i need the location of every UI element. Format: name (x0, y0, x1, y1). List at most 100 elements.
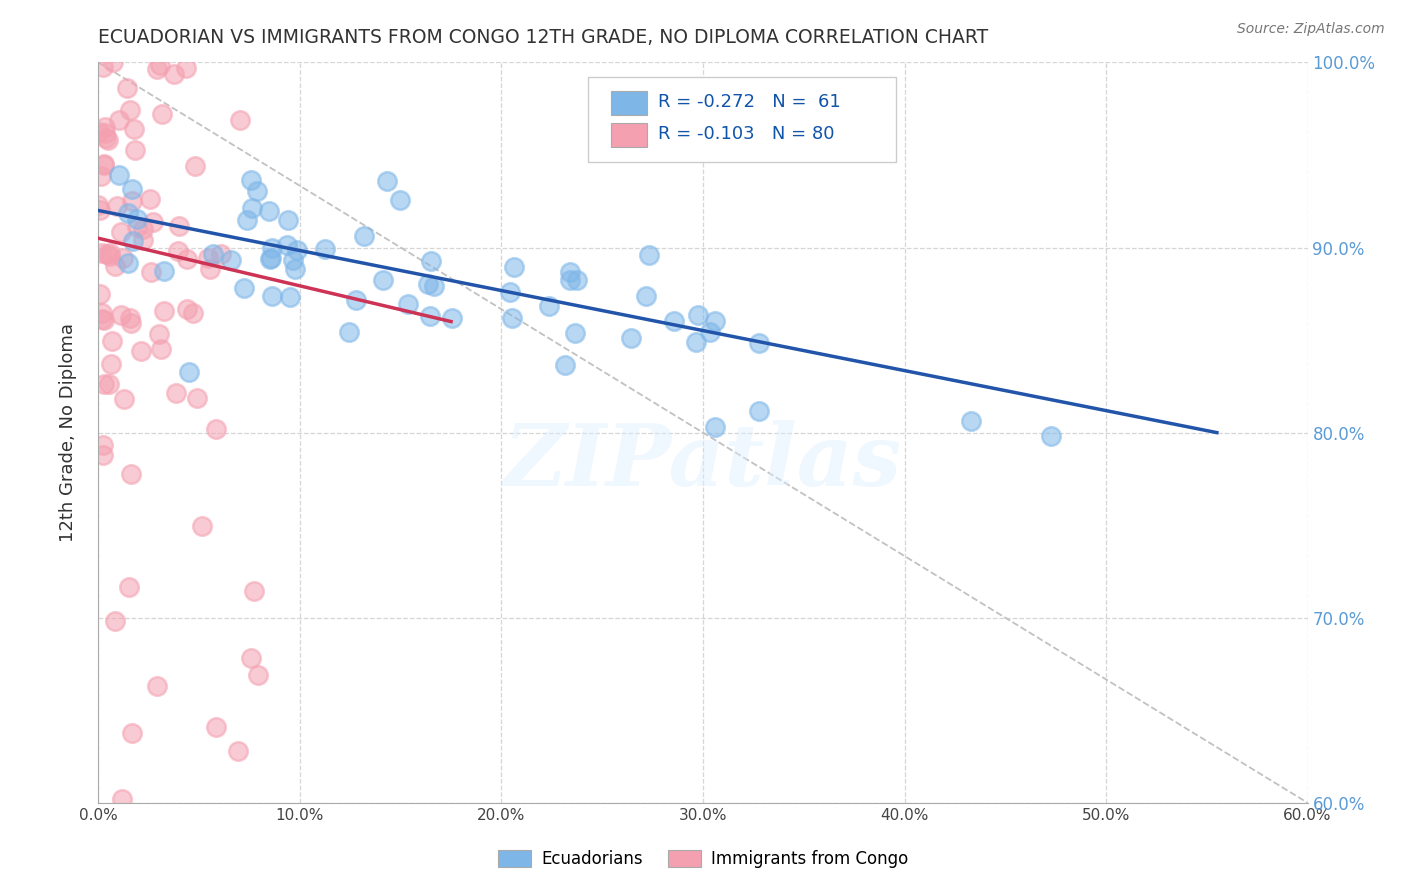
Point (112, 251, 135, 265)
Point (205, 422, 228, 436)
Point (262, 241, 284, 255)
Point (416, 277, 439, 292)
Point (554, 358, 576, 372)
Point (419, 254, 441, 268)
Point (247, 667, 270, 681)
Point (259, 252, 281, 267)
Point (176, 61, 198, 75)
Point (108, 168, 131, 182)
Point (104, 614, 127, 628)
Point (118, 581, 141, 595)
Point (96, 131, 118, 145)
Point (91, 449, 114, 463)
Point (100, 357, 122, 371)
Point (96, 247, 118, 261)
Point (89, 202, 111, 217)
Point (132, 234, 155, 248)
Point (122, 234, 145, 248)
Point (112, 392, 135, 406)
Point (197, 251, 219, 265)
Point (423, 278, 446, 293)
Point (105, 199, 128, 213)
Point (167, 244, 190, 259)
Point (201, 247, 224, 261)
Point (121, 726, 143, 740)
Point (169, 219, 191, 234)
Point (127, 219, 149, 234)
Point (204, 720, 226, 734)
Point (699, 326, 721, 340)
Point (284, 262, 307, 277)
Point (176, 302, 198, 317)
Point (139, 192, 162, 206)
Point (121, 182, 143, 196)
Point (260, 289, 283, 303)
Point (537, 299, 560, 313)
Point (117, 206, 139, 220)
Point (236, 213, 259, 227)
Point (90, 169, 112, 184)
Point (314, 243, 336, 257)
Text: ZIPatlas: ZIPatlas (503, 420, 903, 504)
FancyBboxPatch shape (612, 91, 647, 115)
Point (229, 112, 252, 127)
Point (375, 174, 398, 188)
Point (276, 238, 298, 252)
Point (150, 106, 173, 120)
Point (93, 157, 115, 171)
Point (93, 158, 115, 172)
Point (103, 55, 125, 70)
Point (748, 336, 770, 351)
Point (281, 253, 304, 268)
Point (564, 326, 586, 340)
Point (388, 193, 411, 207)
Point (280, 290, 302, 304)
Point (688, 308, 710, 322)
Point (117, 256, 139, 270)
Point (110, 308, 132, 322)
Point (91, 438, 114, 452)
Point (285, 243, 308, 257)
Point (98, 248, 121, 262)
Point (142, 215, 165, 229)
Point (259, 251, 281, 265)
Point (240, 202, 263, 216)
Point (121, 194, 143, 208)
Point (97, 133, 120, 147)
Point (960, 414, 983, 428)
Point (146, 679, 169, 693)
Point (664, 313, 686, 327)
Point (94, 120, 117, 135)
Point (703, 314, 725, 328)
Point (344, 293, 367, 308)
Text: ECUADORIAN VS IMMIGRANTS FROM CONGO 12TH GRADE, NO DIPLOMA CORRELATION CHART: ECUADORIAN VS IMMIGRANTS FROM CONGO 12TH… (98, 28, 988, 47)
Point (152, 303, 174, 318)
Point (127, 211, 149, 226)
Point (146, 62, 169, 76)
Point (132, 222, 155, 236)
Point (190, 518, 212, 533)
Point (240, 173, 263, 187)
Point (704, 419, 727, 434)
Point (93, 376, 115, 391)
Point (502, 260, 524, 274)
Text: Source: ZipAtlas.com: Source: ZipAtlas.com (1237, 22, 1385, 37)
Point (209, 246, 232, 260)
Point (91, 60, 114, 74)
Point (110, 225, 132, 239)
Point (124, 143, 146, 157)
Point (558, 265, 581, 279)
Point (638, 248, 661, 262)
Y-axis label: 12th Grade, No Diploma: 12th Grade, No Diploma (59, 323, 77, 542)
Point (243, 583, 266, 598)
Point (620, 331, 643, 345)
FancyBboxPatch shape (588, 78, 897, 162)
Point (228, 744, 250, 758)
Point (1039, 428, 1062, 442)
Point (100, 334, 122, 349)
Point (277, 213, 299, 227)
Point (91, 246, 114, 260)
Point (233, 281, 256, 295)
Point (122, 122, 145, 136)
Point (257, 203, 280, 218)
